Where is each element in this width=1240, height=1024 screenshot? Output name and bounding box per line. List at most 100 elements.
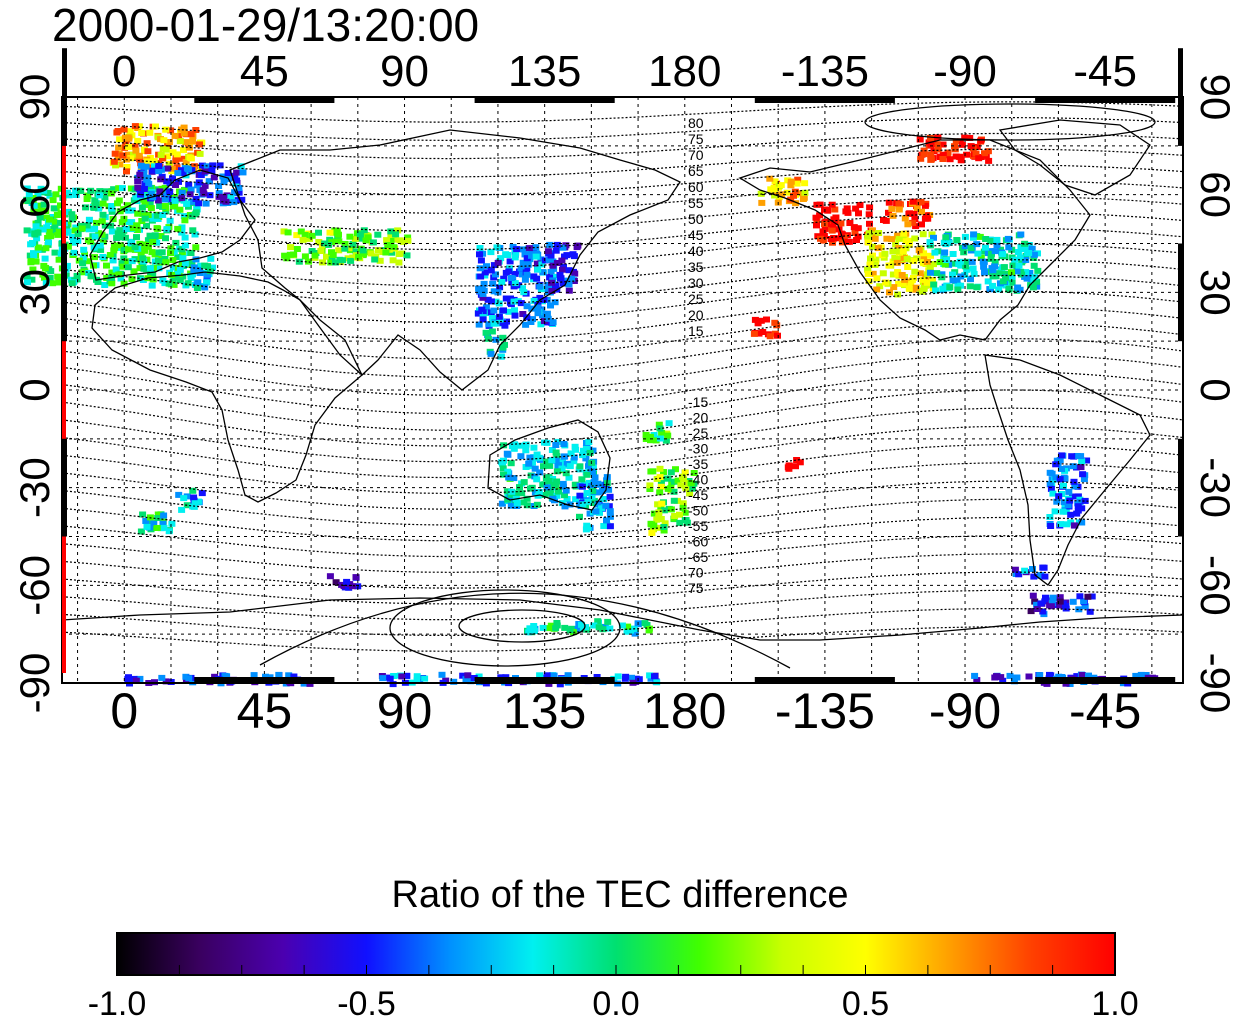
tec-cell: [553, 260, 561, 266]
tec-cell: [933, 270, 941, 277]
tec-cell: [880, 217, 887, 223]
tec-cell: [114, 230, 122, 237]
tec-cell: [490, 320, 498, 327]
tec-cell: [504, 468, 512, 475]
tec-cell: [539, 624, 547, 631]
tec-cell: [111, 150, 119, 157]
tec-cell: [690, 470, 698, 476]
tec-cell: [549, 258, 557, 265]
tec-cell: [785, 462, 793, 469]
tec-cell: [31, 230, 39, 237]
tec-cell: [108, 269, 116, 276]
tec-cell: [116, 161, 124, 168]
tec-cell: [182, 139, 190, 146]
tec-cell: [583, 490, 591, 496]
tec-cell: [144, 212, 152, 218]
tec-cell: [147, 190, 155, 197]
tec-cell: [197, 172, 205, 179]
tec-cell: [501, 322, 509, 329]
tec-cell: [876, 283, 884, 290]
tec-cell: [864, 270, 872, 277]
tec-cell: [139, 255, 147, 262]
tec-cell: [175, 178, 182, 185]
tec-cell: [392, 231, 400, 238]
tec-cell: [895, 280, 903, 287]
tec-cell: [1053, 498, 1061, 505]
tec-cell: [645, 627, 653, 634]
tec-cell: [979, 258, 987, 265]
tec-cell: [239, 169, 247, 176]
tec-cell: [563, 252, 571, 259]
tec-cell: [110, 158, 118, 165]
tec-cell: [323, 253, 330, 260]
contour-label: -20: [688, 410, 708, 426]
tec-cell: [29, 197, 37, 204]
tec-cell: [335, 247, 343, 254]
tec-cell: [898, 272, 906, 278]
tec-cell: [140, 186, 148, 192]
tec-cell: [526, 454, 534, 461]
contour-line: [61, 290, 1183, 342]
tec-cell: [1049, 490, 1057, 497]
tec-cell: [490, 307, 498, 314]
tec-cell: [1047, 603, 1055, 610]
tec-cell: [47, 268, 55, 275]
tec-cell: [650, 432, 658, 438]
top-lon-label: -45: [1073, 47, 1137, 96]
contour-line: [61, 274, 1183, 324]
tec-cell: [867, 255, 874, 262]
tec-cell: [176, 206, 184, 213]
contour-label: -60: [688, 534, 708, 550]
tec-cell: [585, 439, 593, 445]
contour-label: 55: [688, 195, 704, 211]
contour-line: [61, 480, 1183, 526]
tec-cell: [101, 188, 109, 195]
tec-cell: [921, 202, 929, 209]
tec-cell: [989, 269, 997, 276]
tec-cell: [317, 248, 325, 254]
tec-cell: [787, 182, 795, 189]
tec-cell: [871, 262, 879, 268]
right-lat-label: -30: [1192, 457, 1239, 518]
tec-cell: [142, 163, 150, 170]
tec-cell: [943, 257, 951, 263]
tec-cell: [656, 465, 664, 472]
tec-cell: [28, 276, 36, 283]
tec-cell: [207, 255, 215, 262]
contour-line: [61, 444, 1183, 495]
tec-cell: [114, 200, 121, 207]
tec-cell: [173, 151, 181, 158]
tec-cell: [29, 266, 37, 273]
tec-cell: [662, 437, 670, 444]
tec-cell: [552, 247, 560, 254]
tec-cell: [751, 316, 759, 323]
magnetic-latitude-contours: 8075706560555045403530252015-15-20-25-30…: [61, 101, 1183, 669]
tec-cell: [1078, 519, 1086, 526]
tec-cell: [34, 192, 42, 199]
tec-cell: [184, 280, 192, 287]
tec-cell: [565, 281, 573, 288]
frame-segment: [62, 438, 67, 537]
tec-cell: [149, 239, 157, 245]
tec-cell: [519, 246, 527, 253]
tec-cell: [1024, 250, 1032, 257]
tec-cell: [606, 625, 614, 632]
tec-cell: [819, 228, 827, 235]
tec-cell: [137, 162, 145, 169]
tec-cell: [895, 200, 903, 207]
tec-cell: [949, 260, 957, 267]
left-lat-label: 60: [11, 171, 58, 218]
tec-cell: [319, 259, 327, 266]
tec-cell: [864, 266, 872, 273]
tec-cell: [507, 295, 514, 302]
tec-cell: [498, 459, 506, 466]
tec-cell: [516, 484, 523, 491]
tec-cell: [107, 190, 115, 197]
tec-cell: [170, 248, 178, 255]
tec-cell: [387, 233, 395, 240]
tec-cell: [201, 182, 209, 189]
tec-cell: [146, 232, 154, 239]
tec-cell: [389, 681, 397, 688]
tec-cell: [551, 299, 559, 306]
tec-cell: [476, 245, 484, 251]
